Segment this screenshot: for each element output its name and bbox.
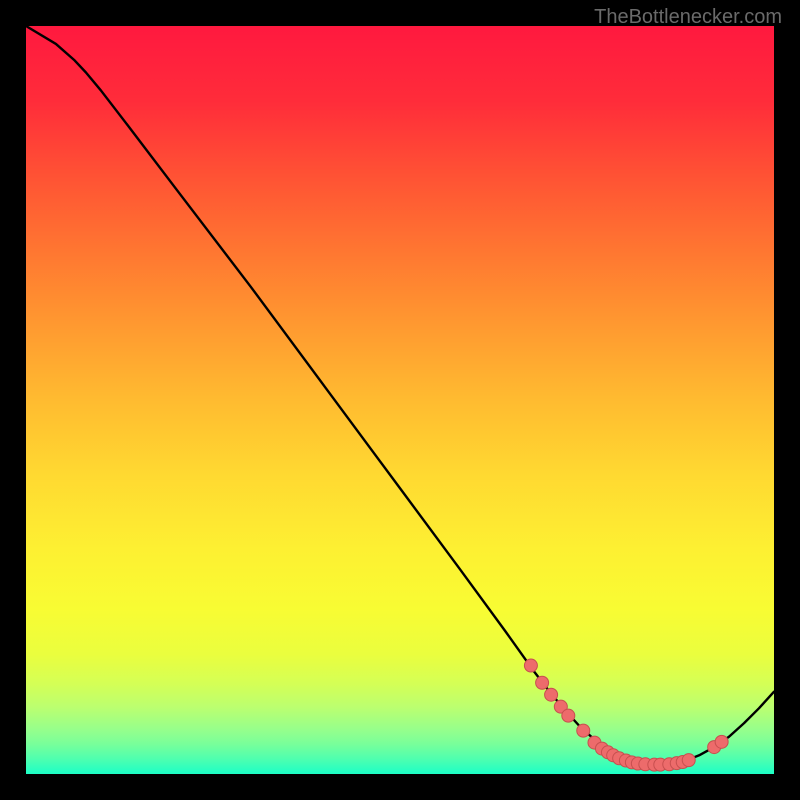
curve-marker <box>536 676 549 689</box>
curve-marker <box>562 709 575 722</box>
curve-marker <box>715 735 728 748</box>
curve-marker <box>577 724 590 737</box>
chart-container: TheBottlenecker.com <box>0 0 800 800</box>
curve-marker <box>524 659 537 672</box>
curve-marker <box>545 688 558 701</box>
watermark-text: TheBottlenecker.com <box>594 6 782 29</box>
bottleneck-chart <box>0 0 800 800</box>
curve-marker <box>682 754 695 767</box>
